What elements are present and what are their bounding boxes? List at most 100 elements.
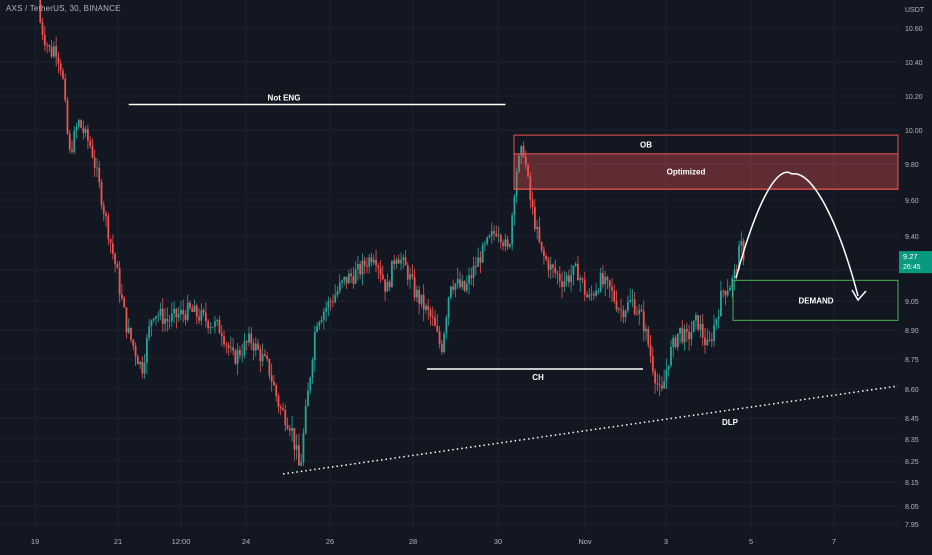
candle-down (223, 336, 225, 345)
candle-up (143, 362, 146, 374)
candle-up (699, 324, 702, 330)
candle-down (647, 328, 650, 346)
candle-down (495, 233, 498, 236)
candle-up (590, 294, 593, 295)
candle-up (216, 320, 219, 322)
candle-down (429, 310, 432, 317)
candle-down (558, 273, 561, 282)
candle-up (484, 243, 486, 245)
candle-up (549, 264, 552, 270)
candle-up (180, 309, 182, 315)
candle-up (395, 259, 398, 264)
candle-up (477, 257, 480, 267)
candle-down (697, 315, 700, 330)
candle-down (620, 309, 622, 311)
candle-up (597, 290, 600, 292)
candle-down (43, 35, 46, 46)
candle-down (284, 410, 287, 426)
candle-up (490, 231, 493, 236)
candle-down (207, 321, 210, 329)
candle-down (681, 327, 684, 343)
candle-down (379, 267, 382, 275)
candle-down (436, 325, 439, 332)
candle-down (39, 0, 42, 23)
candle-up (402, 257, 405, 260)
candle-down (132, 339, 135, 346)
candle-down (411, 274, 414, 277)
candle-up (193, 305, 196, 312)
candle-up (629, 300, 632, 302)
candle-up (513, 196, 516, 216)
candle-up (248, 333, 250, 343)
demand-label: DEMAND (798, 296, 833, 305)
candle-down (554, 267, 557, 273)
candle-down (527, 164, 529, 177)
candle-down (239, 349, 241, 356)
symbol-header: AXS / TetherUS, 30, BINANCE (6, 4, 121, 13)
candle-down (459, 279, 461, 288)
candle-up (325, 307, 328, 312)
candle-down (102, 205, 105, 214)
candle-down (116, 264, 119, 269)
candle-down (245, 341, 248, 343)
candle-down (427, 305, 430, 311)
candle-up (139, 361, 141, 365)
candle-up (145, 337, 148, 363)
candle-down (93, 157, 96, 168)
candle-up (729, 287, 731, 291)
x-tick-label: 3 (664, 537, 668, 546)
y-tick-label: 8.45 (905, 416, 919, 423)
candle-down (121, 294, 123, 299)
candle-down (658, 384, 661, 386)
x-tick-label: 24 (242, 537, 250, 546)
dlp-trendline (282, 385, 899, 475)
candle-down (545, 256, 548, 260)
candle-down (195, 305, 198, 317)
candle-down (64, 78, 67, 101)
candle-up (511, 215, 514, 245)
optimized-zone (513, 153, 899, 190)
candlesticks (39, 0, 745, 467)
candle-up (504, 239, 507, 247)
candle-down (434, 317, 436, 326)
candle-down (225, 344, 228, 346)
candle-up (465, 283, 468, 291)
candle-down (62, 70, 64, 79)
candle-up (338, 282, 341, 292)
candle-up (599, 273, 602, 291)
candle-down (529, 176, 532, 200)
candle-down (191, 308, 194, 312)
candle-up (52, 46, 55, 57)
y-tick-label: 9.60 (905, 198, 919, 205)
candle-down (59, 63, 62, 71)
candle-down (182, 309, 185, 315)
candle-up (148, 326, 151, 338)
optimized-label: Optimized (667, 168, 706, 177)
candle-down (263, 354, 266, 356)
dlp-label: DLP (722, 418, 739, 427)
y-tick-label: 7.95 (905, 522, 919, 529)
y-tick-label: 8.25 (905, 459, 919, 466)
candle-down (118, 268, 121, 295)
candle-up (638, 309, 641, 315)
candle-down (440, 344, 443, 353)
candle-down (370, 257, 373, 263)
candle-up (486, 237, 489, 244)
candle-up (731, 278, 734, 288)
candle-up (497, 235, 500, 236)
candle-down (46, 45, 48, 46)
x-tick-label: 21 (114, 537, 122, 546)
candle-up (574, 263, 577, 266)
candle-down (359, 263, 362, 275)
candle-down (418, 289, 421, 304)
candle-up (77, 120, 80, 127)
candle-down (55, 46, 58, 57)
candle-down (48, 45, 51, 47)
candle-down (377, 265, 380, 268)
candle-down (606, 276, 609, 281)
y-tick-label: 10.40 (905, 60, 923, 67)
projection-arrow-head (851, 289, 867, 302)
